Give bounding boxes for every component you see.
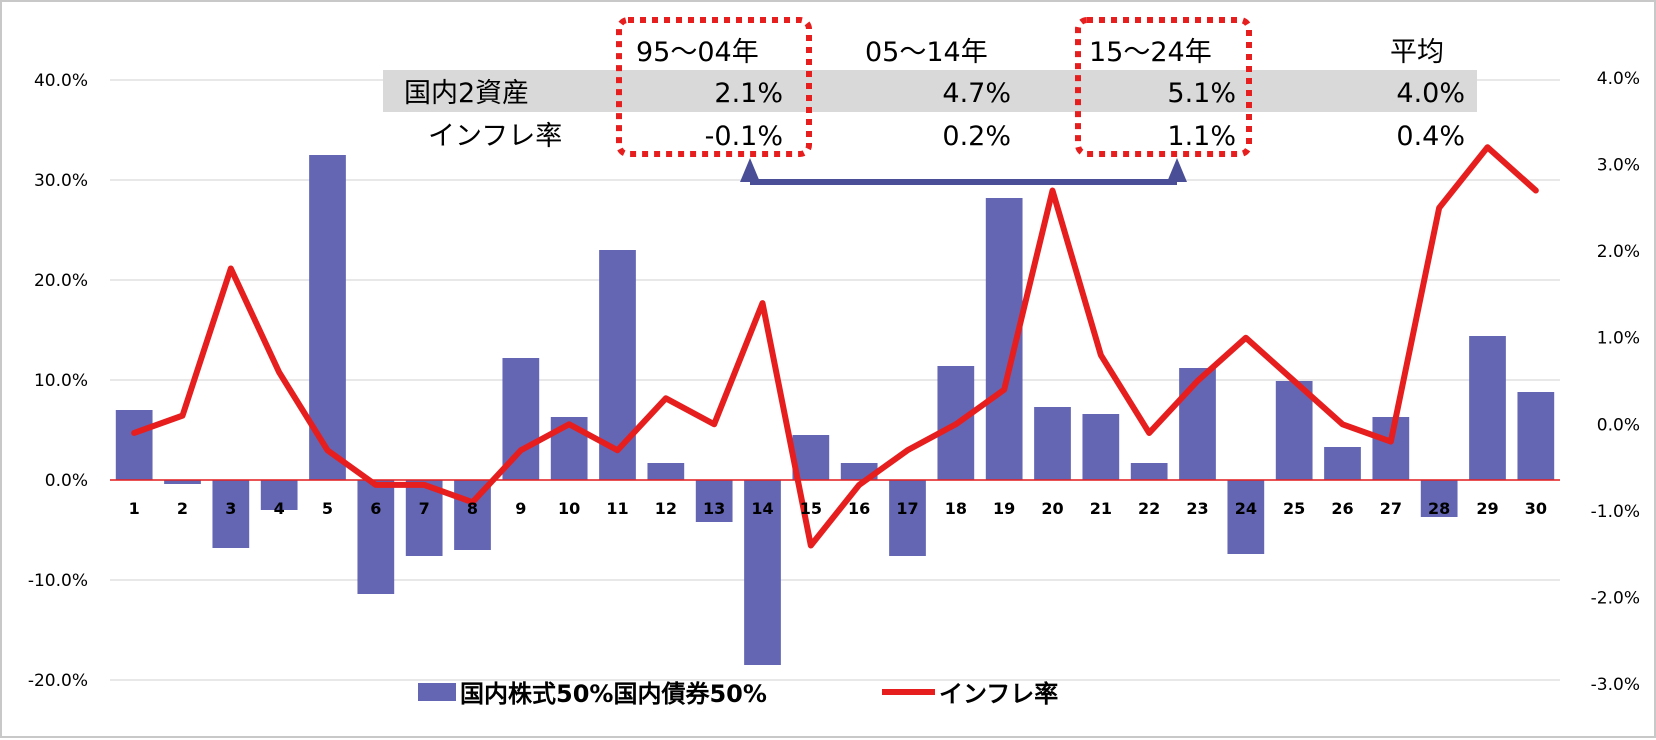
- bar-2: [164, 480, 201, 484]
- x-tick-label: 23: [1186, 499, 1208, 518]
- legend-swatch-bar: [418, 683, 456, 701]
- left-tick-label: -10.0%: [28, 571, 88, 591]
- bar-4: [260, 480, 298, 510]
- inflation-line-series: [131, 144, 1539, 549]
- x-tick-label: 9: [515, 499, 526, 518]
- table-header-1: 95～04年: [636, 37, 759, 68]
- x-tick-label: 30: [1525, 499, 1547, 518]
- bar-14: [744, 480, 781, 665]
- bar-28: [1420, 480, 1458, 517]
- x-tick-label: 25: [1283, 499, 1305, 518]
- bar-3: [212, 480, 250, 548]
- legend: 国内株式50%国内債券50% インフレ率: [418, 680, 1058, 708]
- table-cell-inflation-2: 0.2%: [942, 121, 1011, 152]
- table-cell-inflation-3: 1.1%: [1167, 121, 1236, 152]
- x-tick-label: 15: [800, 499, 822, 518]
- x-tick-label: 7: [419, 499, 430, 518]
- x-tick-label: 18: [945, 499, 967, 518]
- x-tick-label: 20: [1041, 499, 1063, 518]
- inflation-line: [131, 144, 1539, 549]
- arrow-head-left: [740, 158, 760, 182]
- table-cell-inflation-4: 0.4%: [1396, 121, 1465, 152]
- bar-1: [115, 410, 153, 480]
- bar-12: [647, 463, 685, 480]
- x-tick-label: 16: [848, 499, 870, 518]
- right-tick-label: 4.0%: [1597, 69, 1640, 89]
- table-cell-assets-4: 4.0%: [1396, 78, 1465, 109]
- right-tick-label: 0.0%: [1597, 415, 1640, 435]
- x-tick-label: 22: [1138, 499, 1160, 518]
- table-row-shade: [383, 70, 1477, 112]
- x-tick-label: 13: [703, 499, 725, 518]
- table-cell-inflation-1: -0.1%: [705, 121, 783, 152]
- x-tick-label: 1: [129, 499, 140, 518]
- table-row-label-assets: 国内2資産: [404, 78, 529, 109]
- x-tick-label: 24: [1235, 499, 1257, 518]
- table-header-4: 平均: [1390, 37, 1444, 68]
- x-tick-label: 6: [370, 499, 381, 518]
- x-tick-label: 29: [1476, 499, 1498, 518]
- legend-label-line: インフレ率: [939, 680, 1058, 708]
- left-tick-label: 0.0%: [45, 471, 88, 491]
- bar-23: [1179, 368, 1216, 480]
- table-row-label-inflation: インフレ率: [428, 121, 562, 152]
- left-tick-label: 20.0%: [34, 271, 88, 291]
- bar-22: [1130, 463, 1168, 480]
- bar-6: [357, 480, 395, 594]
- bar-13: [695, 480, 733, 522]
- bar-20: [1034, 407, 1071, 480]
- arrow-head-right: [1167, 158, 1187, 182]
- bar-26: [1324, 447, 1361, 480]
- x-tick-label: 28: [1428, 499, 1450, 518]
- table-header-2: 05～14年: [865, 37, 988, 68]
- x-tick-label: 2: [177, 499, 188, 518]
- right-tick-label: -3.0%: [1591, 675, 1640, 695]
- right-tick-label: 1.0%: [1597, 329, 1640, 349]
- table-cell-assets-2: 4.7%: [942, 78, 1011, 109]
- left-axis-ticks: 40.0% 30.0% 20.0% 10.0% 0.0% -10.0% -20.0%: [28, 71, 88, 691]
- bar-21: [1082, 414, 1120, 480]
- highlight-box-95-04: [616, 17, 812, 157]
- table-cell-assets-1: 2.1%: [714, 78, 783, 109]
- x-tick-label: 8: [467, 499, 478, 518]
- bar-24: [1227, 480, 1265, 554]
- x-tick-label: 21: [1090, 499, 1112, 518]
- x-tick-label: 26: [1331, 499, 1353, 518]
- x-tick-label: 5: [322, 499, 333, 518]
- x-tick-label: 12: [655, 499, 677, 518]
- bar-30: [1517, 392, 1555, 480]
- x-axis-ticks: 1 2 3 4 5 6 7 8 9 10 11 12 13 14 15 16 17 18 19 20 21 22 23 24 2…: [129, 499, 1547, 518]
- bar-29: [1469, 336, 1506, 480]
- x-tick-label: 3: [225, 499, 236, 518]
- left-tick-label: 10.0%: [34, 371, 88, 391]
- x-tick-label: 11: [606, 499, 628, 518]
- right-tick-label: 2.0%: [1597, 242, 1640, 262]
- x-tick-label: 19: [993, 499, 1015, 518]
- left-tick-label: 40.0%: [34, 71, 88, 91]
- x-tick-label: 4: [274, 499, 285, 518]
- left-tick-label: 30.0%: [34, 171, 88, 191]
- left-tick-label: -20.0%: [28, 671, 88, 691]
- bar-27: [1372, 417, 1410, 480]
- summary-table: 95～04年 05～14年 15～24年 平均 国内2資産 2.1% 4.7% …: [383, 17, 1477, 185]
- table-header-3: 15～24年: [1089, 37, 1212, 68]
- x-tick-label: 10: [558, 499, 580, 518]
- legend-label-bar: 国内株式50%国内債券50%: [460, 680, 767, 708]
- right-tick-label: -1.0%: [1591, 502, 1640, 522]
- right-tick-label: -2.0%: [1591, 588, 1640, 608]
- bar-17: [889, 480, 926, 556]
- x-tick-label: 14: [751, 499, 773, 518]
- x-tick-label: 27: [1380, 499, 1402, 518]
- bar-7: [405, 480, 443, 556]
- x-tick-label: 17: [896, 499, 918, 518]
- highlight-box-15-24: [1075, 17, 1252, 157]
- right-axis-ticks: 4.0% 3.0% 2.0% 1.0% 0.0% -1.0% -2.0% -3.0%: [1591, 69, 1640, 695]
- bar-25: [1275, 381, 1313, 480]
- table-cell-assets-3: 5.1%: [1167, 78, 1236, 109]
- right-tick-label: 3.0%: [1597, 156, 1640, 176]
